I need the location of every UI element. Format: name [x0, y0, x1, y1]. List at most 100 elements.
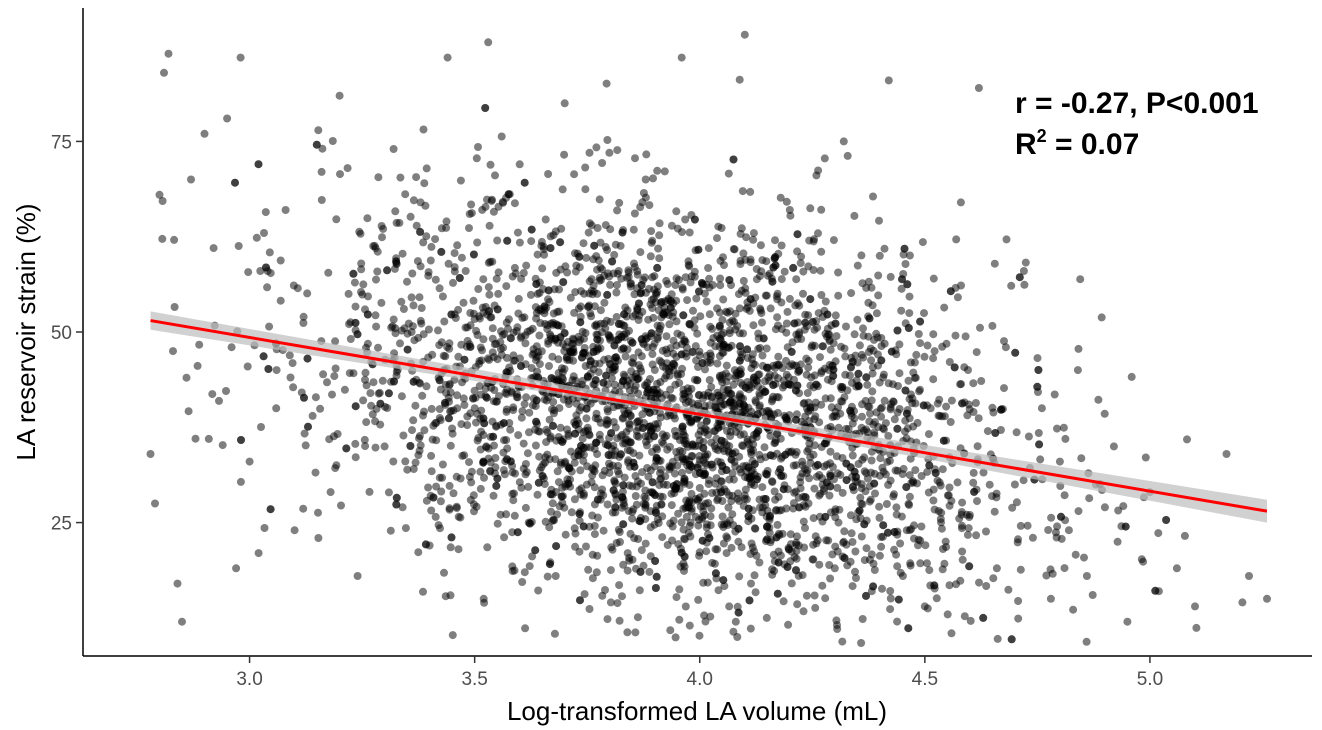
dense-point [475, 359, 484, 368]
dense-point [1077, 454, 1086, 463]
dense-point [237, 436, 245, 444]
dense-point [543, 450, 552, 459]
dense-point [666, 626, 675, 635]
dense-point [801, 524, 809, 532]
dense-point [802, 591, 811, 600]
dense-point [734, 537, 743, 546]
dense-point [801, 310, 810, 319]
dense-point [1162, 516, 1171, 524]
dense-point [613, 599, 622, 608]
dense-point [323, 378, 331, 387]
r-squared-annotation: R2 = 0.07 [1015, 126, 1139, 161]
dense-point [463, 336, 472, 345]
dense-point [158, 234, 167, 243]
dense-point [589, 281, 598, 290]
dense-point [419, 125, 428, 134]
dense-point [859, 426, 868, 435]
dense-point [672, 207, 681, 216]
dense-point [657, 298, 666, 307]
dense-point [879, 521, 888, 530]
dense-point [811, 603, 820, 612]
dense-point [876, 454, 885, 463]
dense-point [868, 369, 877, 378]
dense-point [351, 453, 360, 462]
dense-point [658, 533, 667, 542]
dense-point [887, 347, 896, 356]
dense-point [851, 567, 859, 576]
dense-point [619, 344, 628, 353]
dense-point [651, 557, 660, 565]
dense-point [545, 415, 554, 424]
dense-point [1013, 538, 1022, 547]
dense-point [880, 396, 889, 405]
dense-point [633, 270, 642, 279]
dense-point [605, 468, 614, 477]
dense-point [303, 289, 312, 298]
dense-point [603, 136, 612, 144]
dense-point [773, 313, 782, 322]
dense-point [635, 451, 644, 460]
dense-point [793, 381, 802, 390]
dense-point [480, 419, 489, 428]
dense-point [612, 313, 621, 321]
data-point-96 [947, 396, 956, 405]
dense-point [752, 275, 761, 284]
dense-point [976, 323, 984, 332]
dense-point [559, 395, 568, 404]
dense-point [762, 613, 771, 622]
dense-point [408, 426, 416, 435]
dense-point [813, 460, 822, 469]
dense-point [170, 303, 179, 311]
dense-point [786, 530, 795, 539]
dense-point [685, 228, 694, 237]
dense-point [882, 500, 891, 508]
dense-point [195, 340, 204, 349]
dense-point [874, 423, 883, 431]
dense-point [766, 512, 774, 520]
dense-point [825, 337, 834, 345]
dense-point [521, 503, 530, 512]
dense-point [603, 407, 612, 416]
dense-point [596, 344, 605, 353]
dense-point [421, 540, 430, 549]
dense-point [472, 326, 481, 335]
dense-point [825, 561, 834, 569]
dense-point [814, 309, 823, 318]
dense-point [437, 338, 446, 347]
dense-point [836, 470, 845, 479]
dense-point [391, 207, 400, 216]
dense-point [870, 479, 879, 488]
data-point-102 [1001, 343, 1010, 352]
dense-point [544, 295, 552, 304]
dense-point [532, 342, 541, 351]
dense-point [735, 572, 744, 581]
dense-point [703, 578, 712, 587]
dense-point [648, 273, 657, 282]
dense-point [618, 228, 627, 237]
dense-point [971, 399, 980, 407]
dense-point [656, 321, 665, 330]
dense-point [522, 393, 531, 402]
dense-point [434, 326, 442, 335]
dense-point [571, 429, 580, 438]
x-axis-title: Log-transformed LA volume (mL) [507, 696, 887, 726]
dense-point [817, 205, 826, 214]
data-point-24 [308, 411, 317, 420]
dense-point [509, 403, 518, 412]
dense-point [843, 151, 852, 160]
dense-point [771, 438, 780, 447]
dense-point [371, 443, 380, 452]
dense-point [503, 444, 512, 453]
dense-point [815, 560, 824, 569]
dense-point [1238, 598, 1247, 607]
dense-point [526, 326, 535, 335]
dense-point [974, 414, 983, 423]
dense-point [525, 562, 534, 571]
dense-point [555, 285, 563, 294]
dense-point [374, 343, 382, 352]
dense-point [557, 364, 566, 373]
dense-point [924, 430, 933, 439]
dense-point [584, 565, 593, 574]
dense-point [1094, 395, 1103, 404]
dense-point [727, 543, 736, 552]
